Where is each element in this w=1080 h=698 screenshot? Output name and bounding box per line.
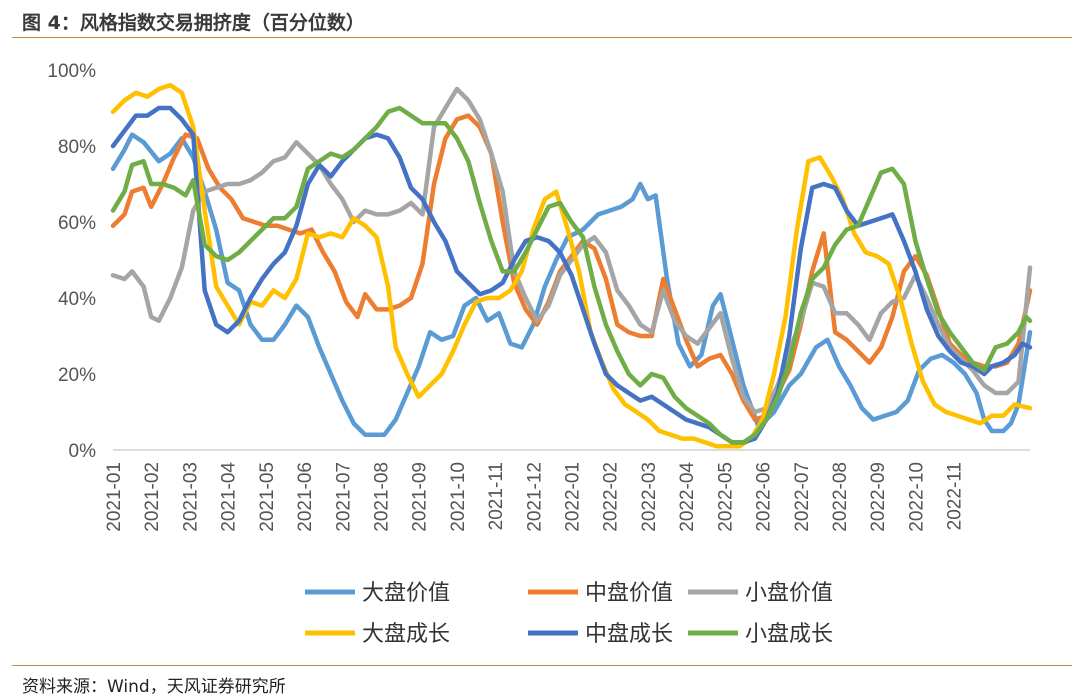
y-tick-label: 0% — [69, 441, 97, 462]
x-tick-label: 2022-07 — [792, 462, 813, 532]
legend-label: 大盘成长 — [362, 622, 450, 647]
series-line — [110, 132, 1033, 438]
x-tick-label: 2022-08 — [830, 462, 851, 532]
y-tick-label: 100% — [47, 61, 96, 82]
y-tick-label: 40% — [58, 289, 96, 310]
x-tick-label: 2022-11 — [945, 462, 966, 530]
x-tick-label: 2021-12 — [524, 462, 545, 532]
y-tick-label: 20% — [58, 365, 96, 386]
x-tick-label: 2021-04 — [219, 462, 240, 532]
x-tick-label: 2022-10 — [906, 462, 927, 532]
series-line — [110, 82, 1033, 449]
legend-label: 小盘成长 — [745, 622, 833, 647]
title-rule — [12, 37, 1072, 38]
legend-label: 中盘价值 — [585, 581, 673, 606]
x-tick-label: 2021-09 — [410, 462, 431, 532]
x-tick-label: 2021-08 — [371, 462, 392, 532]
x-tick-label: 2021-10 — [448, 462, 469, 532]
x-tick-label: 2021-07 — [333, 462, 354, 532]
x-tick-label: 2022-03 — [639, 462, 660, 532]
figure-title: 图 4：风格指数交易拥挤度（百分位数） — [22, 12, 365, 34]
x-tick-label: 2022-04 — [677, 462, 698, 532]
x-tick-label: 2021-11 — [486, 462, 507, 530]
series-line — [110, 113, 1033, 422]
x-axis-ticks: 2021-01 2021-02 2021-03 2021-04 2021-05 2021-… — [104, 449, 1030, 532]
series-line — [110, 105, 1033, 445]
x-tick-label: 2021-05 — [257, 462, 278, 532]
x-tick-label: 2022-01 — [563, 462, 584, 532]
y-axis-ticks: 0% 20% 40% 60% 80% 100% — [47, 61, 96, 462]
x-tick-label: 2022-09 — [868, 462, 889, 532]
x-tick-label: 2022-02 — [601, 462, 622, 532]
x-tick-label: 2021-02 — [142, 462, 163, 532]
legend-label: 中盘成长 — [585, 622, 673, 647]
x-tick-label: 2021-03 — [180, 462, 201, 532]
y-tick-label: 60% — [58, 213, 96, 234]
x-tick-label: 2022-05 — [715, 462, 736, 532]
x-tick-label: 2021-06 — [295, 462, 316, 532]
source-note: 资料来源：Wind，天风证券研究所 — [22, 677, 286, 697]
series-lines — [110, 82, 1033, 449]
y-tick-label: 80% — [58, 137, 96, 158]
series-line — [110, 105, 1033, 445]
legend-label: 大盘价值 — [362, 581, 450, 606]
x-tick-label: 2021-01 — [104, 462, 125, 532]
legend-label: 小盘价值 — [745, 581, 833, 606]
source-rule — [12, 665, 1072, 666]
x-tick-label: 2022-06 — [754, 462, 775, 532]
